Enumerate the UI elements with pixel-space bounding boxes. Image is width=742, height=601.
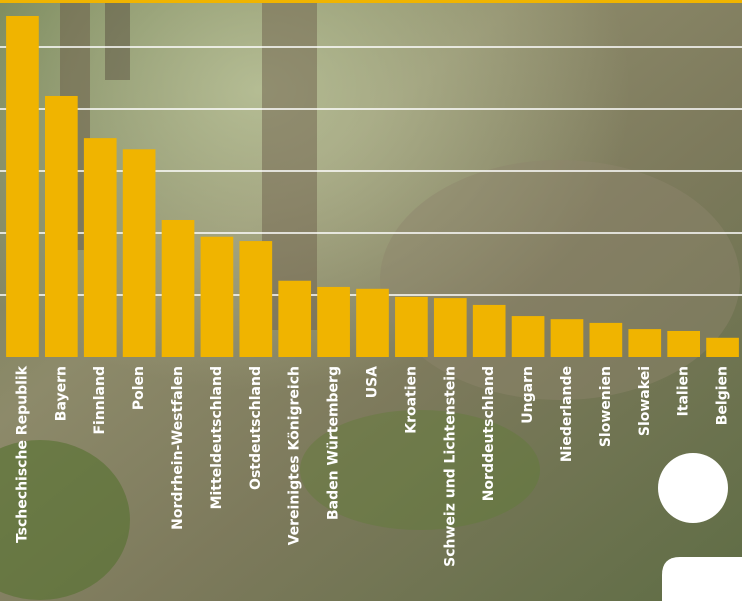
bar (706, 337, 739, 357)
bar (239, 241, 273, 357)
bar (356, 288, 389, 357)
bar (433, 298, 467, 357)
x-tick-label: Vereinigtes Königreich (287, 366, 303, 545)
x-tick-label: Bayern (53, 366, 69, 421)
bar (395, 296, 428, 357)
x-tick-label: Norddeutschland (481, 366, 497, 501)
x-tick-label: Tschechische Republik (14, 365, 30, 543)
bar (589, 322, 623, 357)
x-tick-label: Kroatien (403, 366, 419, 434)
x-tick-label: Nordrhein-Westfalen (170, 366, 186, 530)
x-tick-label: Ungarn (520, 366, 536, 424)
bar (45, 95, 78, 357)
bar (161, 219, 195, 357)
bar (122, 149, 156, 357)
bar (278, 280, 312, 357)
bar (200, 236, 234, 357)
bar (511, 316, 545, 357)
x-tick-label: Polen (131, 366, 147, 410)
x-tick-label: Finnland (92, 366, 108, 435)
bar (667, 330, 700, 357)
bar (628, 329, 662, 357)
x-tick-label: Slowenien (598, 366, 614, 447)
x-tick-label: Ostdeutschland (248, 366, 264, 490)
bar (317, 286, 350, 357)
x-tick-label: USA (365, 366, 381, 398)
x-tick-label: Belgien (715, 366, 731, 425)
x-tick-label: Schweiz und Lichtenstein (442, 366, 458, 567)
bar (6, 16, 39, 357)
x-tick-label: Slowakei (637, 366, 653, 436)
x-tick-label: Baden Würtemberg (326, 366, 342, 520)
x-tick-label: Italien (676, 366, 692, 416)
bar (83, 138, 117, 357)
x-tick-label: Mitteldeutschland (209, 366, 225, 509)
x-tick-label: Niederlande (559, 366, 575, 462)
bar (472, 304, 506, 357)
bar (550, 319, 584, 357)
